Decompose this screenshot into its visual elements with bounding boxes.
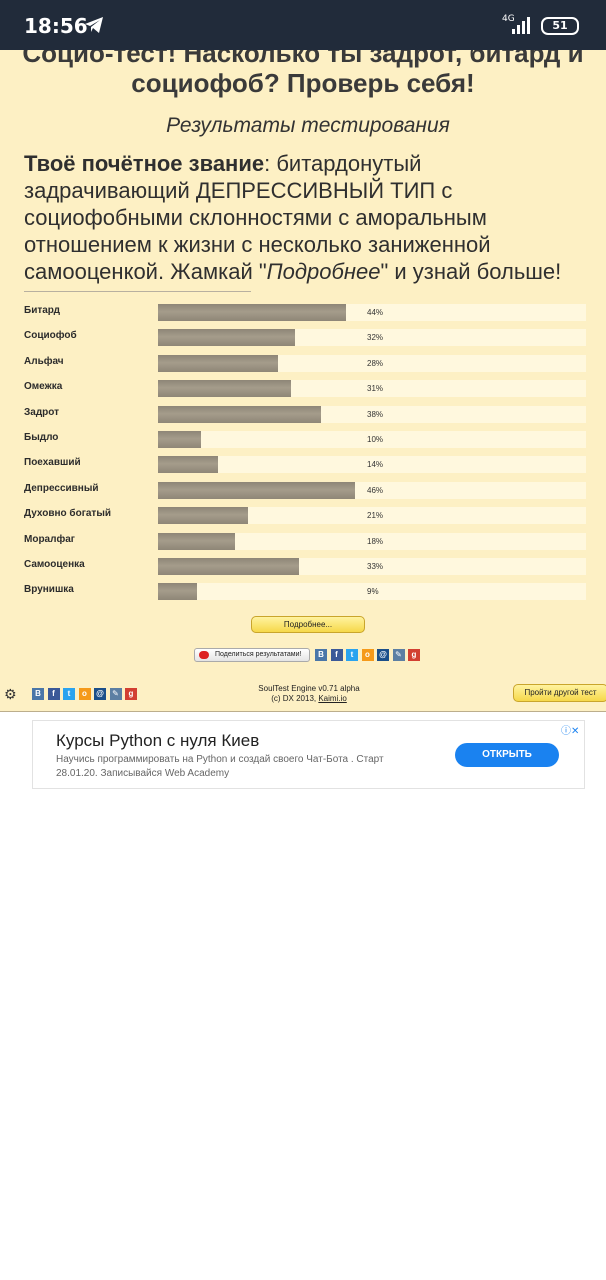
value-label: 38% bbox=[367, 409, 384, 419]
test-page: Социо-тест! Насколько ты задрот, битард … bbox=[0, 50, 606, 712]
result-tail: " и узнай больше! bbox=[380, 259, 562, 284]
result-description: : битардонутый задрачивающий ДЕПРЕССИВНЫ… bbox=[24, 151, 491, 284]
category-label: Моралфаг bbox=[24, 533, 75, 545]
chart-row: Духовно богатый 21% bbox=[24, 507, 586, 525]
another-test-button[interactable]: Пройти другой тест bbox=[513, 684, 606, 702]
engine-version: SoulTest Engine v0.71 alpha bbox=[258, 684, 360, 693]
category-label: Альфач bbox=[24, 355, 64, 367]
ad-description: Научись программировать на Python и созд… bbox=[56, 754, 384, 779]
result-text: Твоё почётное звание: битардонутый задра… bbox=[24, 150, 584, 285]
status-time: 18:56 bbox=[24, 14, 88, 38]
ad-open-button[interactable]: ОТКРЫТЬ bbox=[455, 743, 559, 767]
battery-icon: 51 bbox=[541, 17, 579, 35]
share-button-label: Поделиться результатами! bbox=[215, 651, 302, 658]
kaimi-link[interactable]: Kaimi.io bbox=[318, 694, 347, 703]
adchoices-icon[interactable]: ⓘ✕ bbox=[561, 726, 580, 737]
network-type: 4G bbox=[502, 14, 515, 24]
gear-icon[interactable]: ⚙ bbox=[4, 686, 17, 702]
value-label: 10% bbox=[367, 435, 384, 444]
chart-row: Депрессивный 46% bbox=[24, 481, 586, 499]
livejournal-icon[interactable]: ✎ bbox=[109, 688, 122, 700]
chart-row: Самооценка 33% bbox=[24, 558, 586, 575]
value-label: 14% bbox=[367, 460, 384, 470]
category-label: Битард bbox=[24, 305, 61, 316]
mailru-icon[interactable]: @ bbox=[377, 649, 389, 661]
value-label: 31% bbox=[367, 384, 384, 394]
value-label: 18% bbox=[367, 536, 384, 546]
chart-row: Задрот 38% bbox=[24, 405, 586, 423]
category-label: Омежка bbox=[24, 381, 63, 393]
chart-row: Омежка 31% bbox=[24, 380, 586, 398]
googleplus-icon[interactable]: g bbox=[408, 649, 420, 661]
bar-track bbox=[158, 532, 586, 550]
bar bbox=[158, 329, 295, 347]
bar bbox=[158, 507, 248, 525]
twitter-icon[interactable]: t bbox=[346, 649, 358, 661]
odnoklassniki-icon[interactable]: о bbox=[361, 649, 374, 661]
chart-row: Социофоб 32% bbox=[24, 329, 586, 347]
bar bbox=[158, 558, 300, 575]
category-label: Поехавший bbox=[24, 457, 81, 469]
bar-track bbox=[158, 456, 586, 474]
bar bbox=[158, 481, 355, 499]
category-label: Самооценка bbox=[24, 559, 85, 570]
category-label: Врунишка bbox=[24, 584, 74, 596]
bar-track bbox=[158, 583, 586, 601]
bar bbox=[158, 354, 278, 372]
bar bbox=[158, 532, 236, 550]
engine-copyright: (c) DX 2013, bbox=[271, 694, 319, 703]
page-title: Социо-тест! Насколько ты задрот, битард … bbox=[22, 50, 584, 98]
value-label: 44% bbox=[367, 308, 384, 317]
category-label: Депрессивный bbox=[24, 482, 99, 494]
status-bar: 18:56 4G 51 bbox=[0, 0, 606, 50]
results-heading: Результаты тестирования bbox=[166, 114, 450, 137]
value-label: 33% bbox=[367, 562, 384, 571]
chart-row: Битард 44% bbox=[24, 304, 586, 321]
bar bbox=[158, 304, 347, 321]
facebook-icon[interactable]: f bbox=[330, 649, 343, 661]
ad-headline[interactable]: Курсы Python с нуля Киев bbox=[56, 731, 260, 750]
value-label: 28% bbox=[367, 358, 384, 368]
chart-row: Быдло 10% bbox=[24, 431, 586, 448]
odnoklassniki-icon[interactable]: о bbox=[78, 688, 91, 700]
bar bbox=[158, 431, 201, 448]
bar-track bbox=[158, 431, 586, 448]
bar bbox=[158, 405, 321, 423]
mailru-icon[interactable]: @ bbox=[94, 688, 106, 700]
bar bbox=[158, 380, 291, 398]
bar-track bbox=[158, 507, 586, 525]
result-label: Твоё почётное звание bbox=[24, 151, 265, 176]
category-label: Задрот bbox=[24, 406, 60, 418]
share-icon bbox=[199, 651, 209, 659]
value-label: 21% bbox=[367, 511, 384, 521]
signal-icon bbox=[512, 17, 530, 34]
chart-row: Моралфаг 18% bbox=[24, 532, 586, 550]
chart-row: Поехавший 14% bbox=[24, 456, 586, 474]
bar bbox=[158, 456, 218, 474]
ad-banner[interactable]: ⓘ✕ Курсы Python с нуля Киев Научись прог… bbox=[32, 720, 585, 789]
vk-icon[interactable]: В bbox=[32, 688, 44, 700]
category-label: Духовно богатый bbox=[24, 508, 112, 520]
chart-row: Альфач 28% bbox=[24, 354, 586, 372]
category-label: Быдло bbox=[24, 432, 59, 443]
vk-icon[interactable]: В bbox=[315, 649, 327, 661]
value-label: 9% bbox=[367, 587, 379, 597]
result-link-text: Подробнее bbox=[266, 259, 381, 284]
category-label: Социофоб bbox=[24, 330, 77, 342]
livejournal-icon[interactable]: ✎ bbox=[392, 649, 405, 661]
googleplus-icon[interactable]: g bbox=[125, 688, 137, 700]
value-label: 32% bbox=[367, 333, 384, 343]
facebook-icon[interactable]: f bbox=[47, 688, 60, 700]
divider bbox=[24, 291, 251, 292]
twitter-icon[interactable]: t bbox=[63, 688, 75, 700]
engine-credits: SoulTest Engine v0.71 alpha (c) DX 2013,… bbox=[220, 684, 398, 704]
more-button[interactable]: Подробнее... bbox=[251, 616, 365, 633]
bar bbox=[158, 583, 197, 601]
share-results-button[interactable]: Поделиться результатами! bbox=[194, 648, 310, 662]
telegram-icon bbox=[85, 17, 103, 33]
value-label: 46% bbox=[367, 485, 384, 495]
chart-row: Врунишка 9% bbox=[24, 583, 586, 601]
